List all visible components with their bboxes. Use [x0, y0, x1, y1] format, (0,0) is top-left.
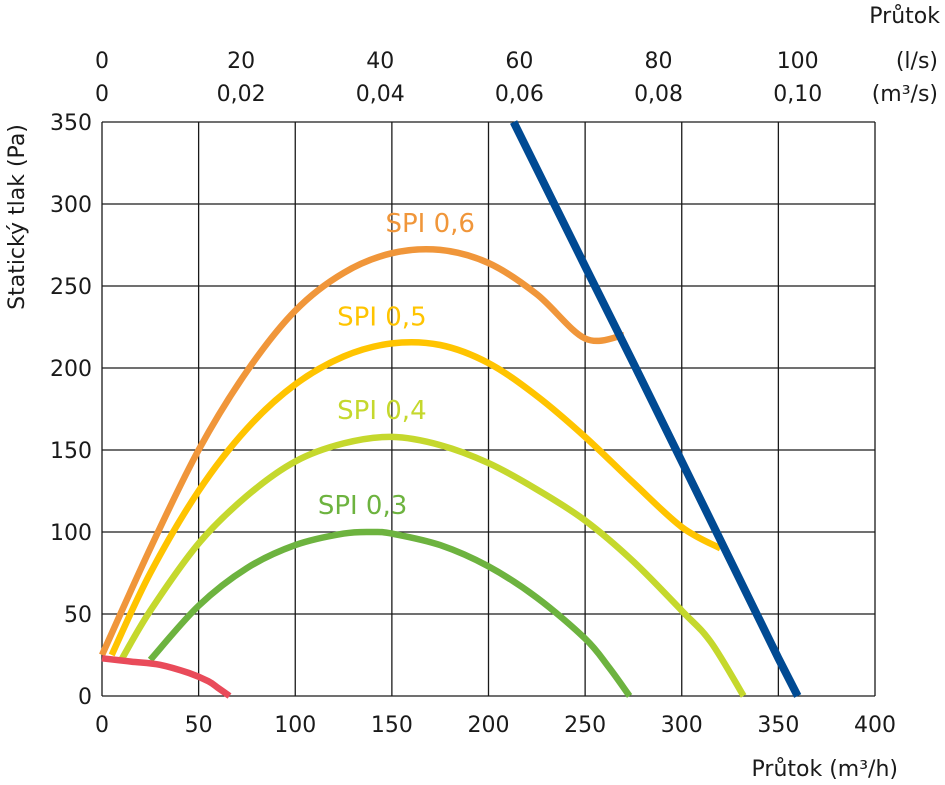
top-tick-label-ls: 20 — [227, 49, 255, 74]
series-label: SPI 0,5 — [337, 302, 426, 332]
series-labels: SPI 0,6 SPI 0,5 SPI 0,4 SPI 0,3 — [318, 209, 475, 521]
series-lines — [99, 120, 802, 699]
series-line — [118, 433, 747, 698]
series-line — [147, 528, 633, 698]
series-line — [108, 338, 722, 657]
x-tick-label: 300 — [661, 713, 703, 738]
series-label: SPI 0,4 — [337, 396, 426, 426]
x-axis-title: Průtok (m³/h) — [752, 757, 898, 782]
top-tick-label-m3s: 0 — [95, 82, 109, 107]
x-tick-label: 100 — [274, 713, 316, 738]
x-tick-label: 350 — [757, 713, 799, 738]
x-tick-label: 50 — [185, 713, 213, 738]
top-tick-label-m3s: 0,08 — [634, 82, 683, 107]
x-tick-label: 250 — [564, 713, 606, 738]
y-axis-title: Statický tlak (Pa) — [5, 124, 30, 310]
y-tick-label: 50 — [64, 603, 92, 628]
top-axis-unit-m3s: (m³/s) — [872, 82, 938, 107]
y-tick-label: 0 — [78, 685, 92, 710]
top-axis-unit-ls: (l/s) — [896, 49, 938, 74]
y-tick-label: 100 — [50, 521, 92, 546]
x-tick-label: 200 — [468, 713, 510, 738]
series-line — [510, 120, 802, 698]
top-tick-label-ls: 100 — [777, 49, 819, 74]
y-tick-label: 200 — [50, 357, 92, 382]
y-tick-label: 150 — [50, 439, 92, 464]
top-tick-label-ls: 60 — [505, 49, 533, 74]
y-tick-label: 250 — [50, 275, 92, 300]
top-tick-label-ls: 0 — [95, 49, 109, 74]
top-tick-label-m3s: 0,04 — [356, 82, 405, 107]
grid — [101, 121, 876, 697]
top-tick-label-m3s: 0,06 — [495, 82, 544, 107]
tick-labels: 0 50 100 150 200 250 300 350 4000501001502002503… — [50, 49, 896, 738]
top-tick-label-m3s: 0,02 — [217, 82, 266, 107]
top-tick-label-ls: 80 — [645, 49, 673, 74]
series-line — [99, 245, 625, 657]
series-line — [101, 655, 232, 699]
top-tick-label-ls: 40 — [366, 49, 394, 74]
series-label: SPI 0,6 — [385, 209, 474, 239]
top-tick-label-m3s: 0,10 — [773, 82, 822, 107]
top-axis-title: Průtok — [869, 4, 940, 29]
x-tick-label: 0 — [95, 713, 109, 738]
y-tick-label: 350 — [50, 111, 92, 136]
series-label: SPI 0,3 — [318, 491, 407, 521]
x-tick-label: 400 — [854, 713, 896, 738]
x-tick-label: 150 — [371, 713, 413, 738]
y-tick-label: 300 — [50, 193, 92, 218]
